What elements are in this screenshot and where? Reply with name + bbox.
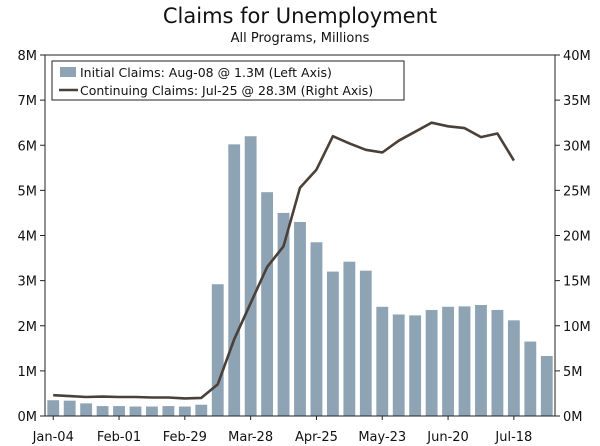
left-axis-tick-label: 3M: [18, 275, 38, 290]
initial-claims-bar: [261, 192, 274, 416]
initial-claims-bar: [458, 306, 471, 416]
initial-claims-bar: [359, 270, 372, 416]
initial-claims-bar: [244, 136, 257, 416]
initial-claims-bar: [392, 314, 405, 416]
legend-bars-swatch: [60, 67, 76, 77]
left-axis-tick-label: 2M: [18, 320, 38, 335]
initial-claims-bar: [326, 271, 339, 416]
x-axis-tick-label: Jan-04: [32, 430, 74, 445]
right-axis-tick-label: 35M: [563, 94, 591, 109]
initial-claims-bar: [540, 355, 553, 416]
right-axis-tick-label: 30M: [563, 139, 591, 154]
initial-claims-bar: [47, 400, 60, 416]
right-axis-tick-label: 15M: [563, 275, 591, 290]
right-axis-tick-label: 40M: [563, 49, 591, 64]
initial-claims-bar: [146, 406, 158, 416]
initial-claims-bar: [162, 406, 175, 416]
initial-claims-bar: [310, 242, 323, 416]
continuing-claims-line: [53, 121, 516, 400]
initial-claims-bar: [178, 406, 191, 416]
axes: 0M 1M 2M 3M 4M 5M 6M 7M 8M 0M 5M 10M 15M 20M 25M 30M 35M…: [18, 49, 591, 445]
initial-claims-bar: [113, 406, 125, 416]
initial-claims-bar: [80, 403, 93, 416]
initial-claims-bar: [524, 341, 537, 416]
chart-subtitle: All Programs, Millions: [230, 31, 370, 46]
left-axis-tick-label: 1M: [18, 365, 38, 380]
initial-claims-bar: [228, 144, 241, 416]
legend-box: [51, 60, 405, 101]
chart-title: Claims for Unemployment: [162, 4, 438, 28]
initial-claims-bar: [195, 404, 208, 416]
right-axis-tick-label: 25M: [563, 184, 591, 199]
initial-claims-bar: [211, 284, 224, 416]
right-axis-tick-label: 10M: [563, 320, 591, 335]
initial-claims-bar: [294, 221, 306, 416]
initial-claims-bar: [425, 309, 438, 416]
right-axis-tick-label: 0M: [563, 410, 583, 425]
initial-claims-bar: [376, 306, 389, 416]
left-axis-tick-label: 4M: [18, 230, 38, 245]
left-axis-tick-label: 5M: [18, 184, 38, 199]
initial-claims-bar: [491, 309, 504, 416]
initial-claims-bars: [47, 136, 553, 416]
x-axis-tick-label: Jul-18: [494, 430, 532, 445]
x-axis-tick-label: Mar-28: [228, 430, 273, 445]
initial-claims-bar: [507, 320, 520, 416]
x-axis-tick-label: Feb-01: [97, 430, 141, 445]
continuing-claims-line-group: [53, 121, 516, 400]
x-axis-tick-label: Apr-25: [295, 430, 338, 445]
initial-claims-bar: [442, 306, 454, 416]
legend-line-label: Continuing Claims: Jul-25 @ 28.3M (Right…: [80, 83, 373, 98]
left-axis-tick-label: 8M: [18, 49, 38, 64]
x-axis-tick-label: Feb-29: [163, 430, 207, 445]
left-axis-tick-label: 6M: [18, 139, 38, 154]
initial-claims-bar: [475, 304, 487, 416]
initial-claims-bar: [409, 315, 422, 416]
legend-bars-label: Initial Claims: Aug-08 @ 1.3M (Left Axis…: [80, 65, 332, 80]
left-axis-tick-label: 7M: [18, 94, 38, 109]
initial-claims-bar: [96, 406, 109, 416]
initial-claims-bar: [277, 212, 290, 416]
x-axis-tick-label: Jun-20: [426, 430, 469, 445]
initial-claims-bar: [129, 406, 142, 416]
right-axis-tick-label: 20M: [563, 230, 591, 245]
left-axis-tick-label: 0M: [18, 410, 38, 425]
initial-claims-bar: [343, 261, 356, 416]
x-axis-tick-label: May-23: [358, 430, 406, 445]
legend: Initial Claims: Aug-08 @ 1.3M (Left Axis…: [51, 60, 405, 101]
initial-claims-bar: [63, 400, 76, 416]
right-axis-tick-label: 5M: [563, 365, 583, 380]
